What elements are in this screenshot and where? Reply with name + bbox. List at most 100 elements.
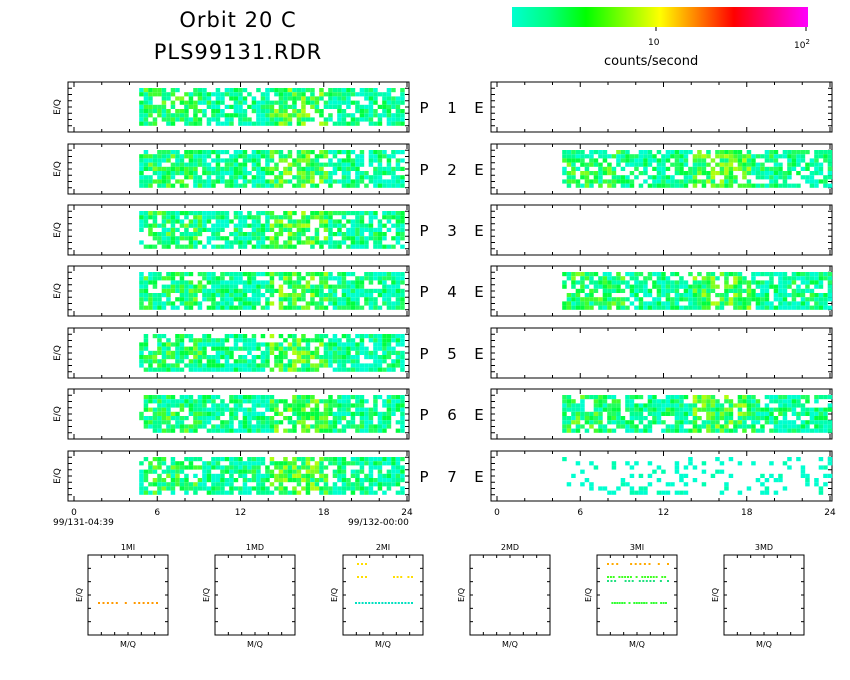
heatmap-cell xyxy=(260,223,266,228)
heatmap-cell xyxy=(265,117,270,122)
heatmap-cell xyxy=(274,175,279,180)
heatmap-cell xyxy=(341,424,347,429)
heatmap-cell xyxy=(652,395,657,400)
heatmap-cell xyxy=(638,162,644,167)
heatmap-cell xyxy=(143,211,149,216)
heatmap-cell xyxy=(314,215,320,220)
heatmap-cell xyxy=(634,276,639,281)
heatmap-cell xyxy=(661,301,666,306)
heatmap-cell xyxy=(314,272,320,277)
heatmap-cell xyxy=(193,363,198,368)
heatmap-cell xyxy=(679,183,684,188)
heatmap-cell xyxy=(233,359,239,364)
heatmap-cell xyxy=(719,411,725,416)
heatmap-cell xyxy=(323,171,329,176)
heatmap-cell xyxy=(229,175,234,180)
heatmap-cell xyxy=(697,407,702,412)
heatmap-cell xyxy=(247,301,252,306)
heatmap-cell xyxy=(400,490,405,495)
heatmap-cell xyxy=(674,469,680,474)
row-ylabel: E/Q xyxy=(53,283,63,299)
heatmap-cell xyxy=(301,486,306,491)
heatmap-cell xyxy=(733,154,738,159)
heatmap-cell xyxy=(593,158,599,163)
heatmap-cell xyxy=(161,175,167,180)
heatmap-cell xyxy=(323,175,329,180)
heatmap-cell xyxy=(337,104,342,109)
heatmap-cell xyxy=(197,88,203,93)
heatmap-cell xyxy=(382,272,387,277)
heatmap-cell xyxy=(301,166,306,171)
heatmap-cell xyxy=(296,240,302,245)
heatmap-cell xyxy=(337,166,342,171)
heatmap-cell xyxy=(224,350,230,355)
heatmap-cell xyxy=(242,490,248,495)
heatmap-cell xyxy=(742,175,747,180)
heatmap-cell xyxy=(364,109,369,114)
heatmap-cell xyxy=(238,175,243,180)
heatmap-cell xyxy=(656,478,662,483)
heatmap-cell xyxy=(562,457,567,462)
heatmap-cell xyxy=(602,293,608,298)
heatmap-cell xyxy=(359,350,365,355)
heatmap-cell xyxy=(377,179,383,184)
heatmap-cell xyxy=(139,359,144,364)
heatmap-cell xyxy=(355,244,360,249)
heatmap-cell xyxy=(224,465,230,470)
heatmap-cell xyxy=(148,490,153,495)
heatmap-cell xyxy=(656,490,662,495)
heatmap-cell xyxy=(368,276,374,281)
heatmap-cell xyxy=(202,179,207,184)
heatmap-cell xyxy=(818,171,824,176)
heatmap-cell xyxy=(386,305,392,310)
right-panel-frame xyxy=(490,327,833,379)
heatmap-cell xyxy=(319,162,324,167)
heatmap-cell xyxy=(782,276,788,281)
heatmap-cell xyxy=(359,227,365,232)
heatmap-cell xyxy=(328,223,333,228)
heatmap-cell xyxy=(728,457,734,462)
heatmap-cell xyxy=(382,420,387,425)
heatmap-cell xyxy=(269,104,275,109)
heatmap-cell xyxy=(265,288,270,293)
heatmap-cell xyxy=(728,183,734,188)
heatmap-cell xyxy=(157,486,162,491)
row-p-label: P xyxy=(419,99,428,117)
heatmap-cell xyxy=(778,171,783,176)
heatmap-cell xyxy=(220,171,225,176)
heatmap-cell xyxy=(364,490,369,495)
heatmap-cell xyxy=(395,473,401,478)
heatmap-cell xyxy=(161,223,167,228)
heatmap-cell xyxy=(400,355,405,360)
heatmap-cell xyxy=(683,175,689,180)
heatmap-cell xyxy=(233,113,239,118)
heatmap-cell xyxy=(283,399,288,404)
heatmap-cell xyxy=(697,424,702,429)
heatmap-cell xyxy=(359,469,365,474)
heatmap-cell xyxy=(332,179,338,184)
heatmap-cell xyxy=(229,171,234,176)
heatmap-cell xyxy=(296,223,302,228)
heatmap-cell xyxy=(193,215,198,220)
heatmap-cell xyxy=(301,232,306,237)
mini-panel-frame xyxy=(87,554,169,636)
heatmap-cell xyxy=(751,154,756,159)
heatmap-cell xyxy=(656,272,662,277)
heatmap-cell xyxy=(215,359,221,364)
heatmap-cell xyxy=(724,297,729,302)
heatmap-cell xyxy=(157,276,162,281)
heatmap-cell xyxy=(247,346,252,351)
heatmap-cell xyxy=(323,211,329,216)
heatmap-cell xyxy=(224,338,230,343)
heatmap-cell xyxy=(220,367,225,372)
heatmap-cell xyxy=(166,92,171,97)
heatmap-cell xyxy=(260,227,266,232)
heatmap-cell xyxy=(787,293,792,298)
heatmap-cell xyxy=(170,88,176,93)
heatmap-cell xyxy=(346,338,351,343)
heatmap-cell xyxy=(733,179,738,184)
heatmap-cell xyxy=(157,478,162,483)
heatmap-cell xyxy=(710,288,716,293)
heatmap-cell xyxy=(341,411,347,416)
heatmap-cell xyxy=(787,420,792,425)
